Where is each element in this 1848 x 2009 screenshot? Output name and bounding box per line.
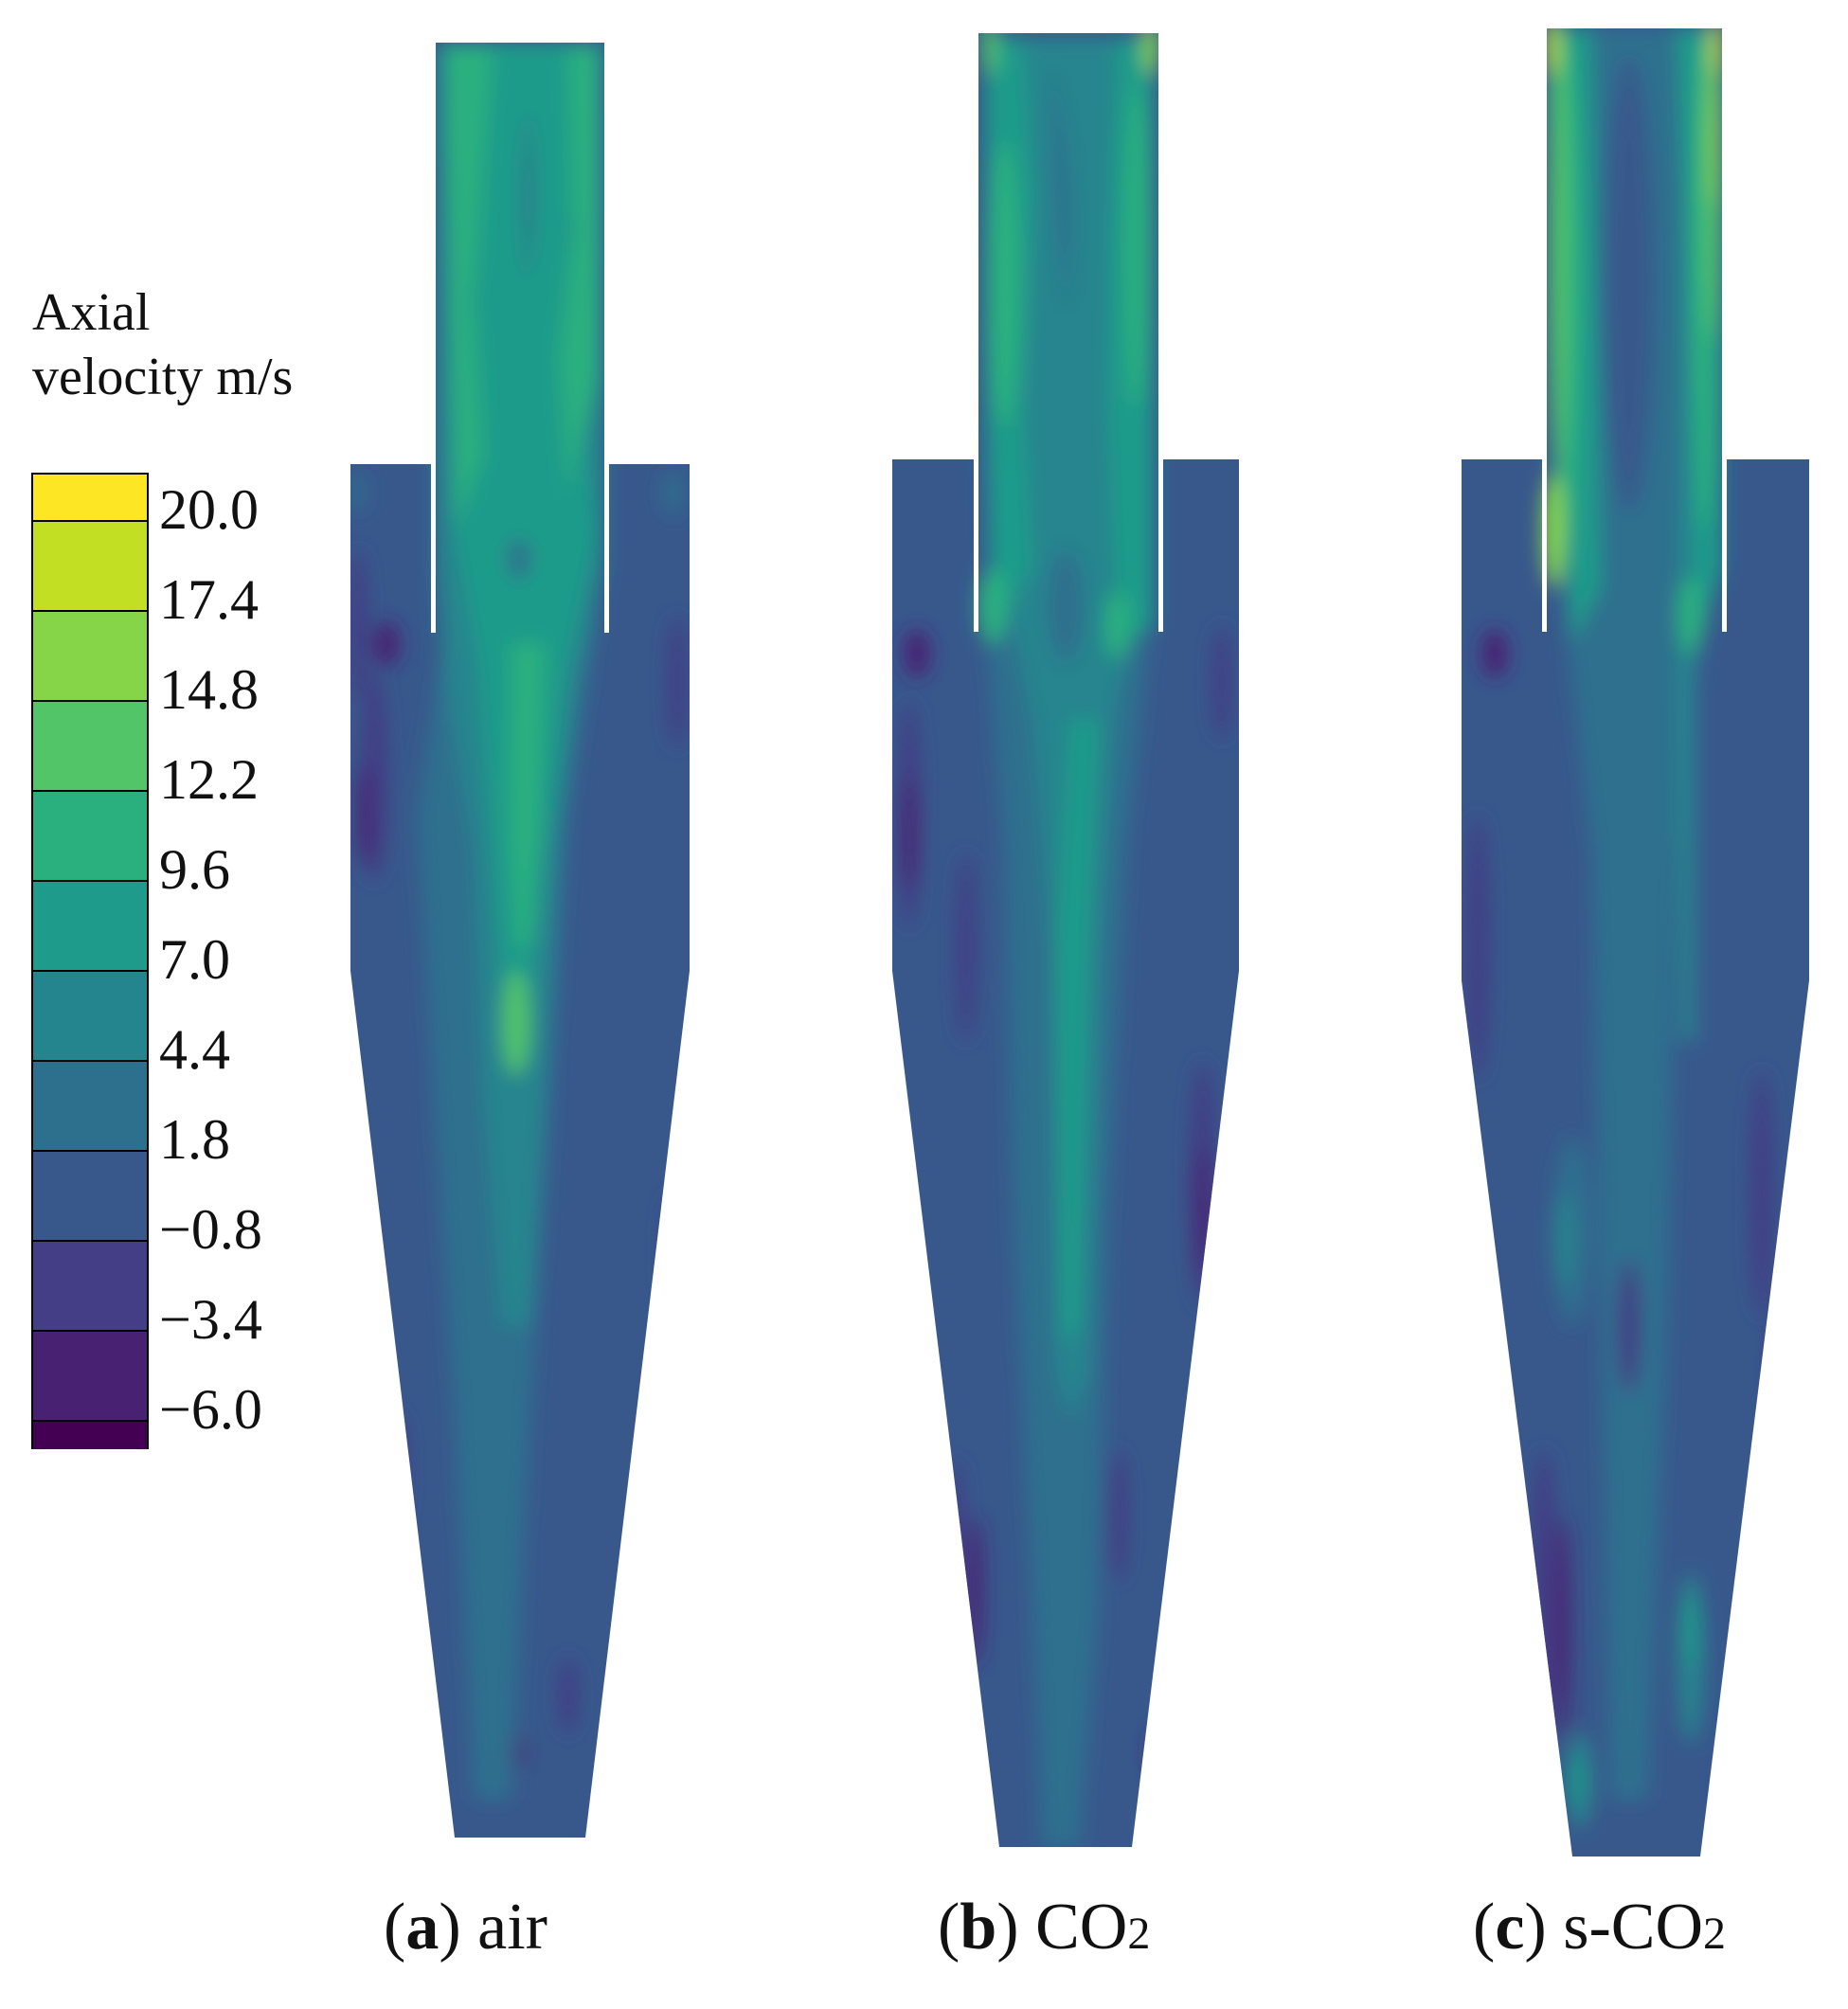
colorbar-segment: [32, 521, 148, 611]
panel-letter: a: [405, 1891, 440, 1964]
colorbar-tick-label: 9.6: [159, 838, 230, 901]
colorbar-segment: [32, 1421, 148, 1449]
colorbar-tick-label: 14.8: [159, 658, 259, 721]
panel-name: s-CO: [1563, 1891, 1703, 1964]
colorbar-tick-label: −6.0: [159, 1378, 262, 1441]
colorbar-tick-label: 1.8: [159, 1108, 230, 1171]
colorbar-tick-label: 7.0: [159, 928, 230, 991]
colorbar-segment: [32, 1331, 148, 1421]
colorbar-segment: [32, 791, 148, 881]
contour-panel-co2: [892, 33, 1239, 1847]
colorbar-segment: [32, 611, 148, 701]
panel-name: air: [477, 1891, 547, 1964]
panel-caption-co2: (b) CO2: [938, 1891, 1151, 1964]
colorbar-border: [31, 473, 149, 1449]
panel-subscript: 2: [1703, 1909, 1726, 1959]
colorbar-tick-label: 20.0: [159, 478, 259, 541]
panel-name: CO: [1035, 1891, 1128, 1964]
panel-letter: c: [1495, 1891, 1525, 1964]
colorbar-tick-label: −0.8: [159, 1198, 262, 1261]
colorbar-title-line1: Axial: [32, 283, 151, 342]
panel-caption-s-co2: (c) s-CO2: [1473, 1891, 1726, 1964]
colorbar-segment: [32, 1061, 148, 1151]
colorbar-title-line2: velocity m/s: [32, 348, 294, 406]
contour-panels: [350, 28, 1809, 1857]
colorbar: [31, 473, 149, 1449]
colorbar-segment: [32, 474, 148, 521]
panel-caption-air: (a) air: [384, 1891, 547, 1964]
panel-letter: b: [960, 1891, 997, 1964]
colorbar-tick-label: 4.4: [159, 1018, 230, 1081]
contour-panel-s-co2: [1462, 28, 1809, 1857]
colorbar-segment: [32, 701, 148, 791]
colorbar-segment: [32, 881, 148, 971]
colorbar-segment: [32, 971, 148, 1061]
colorbar-segment: [32, 1151, 148, 1241]
panel-subscript: 2: [1127, 1909, 1151, 1959]
colorbar-tick-label: −3.4: [159, 1288, 262, 1351]
colorbar-segment: [32, 1241, 148, 1331]
colorbar-title: Axial velocity m/s: [32, 280, 293, 409]
contour-panel-air: [350, 43, 690, 1838]
colorbar-tick-label: 17.4: [159, 568, 259, 631]
colorbar-tick-label: 12.2: [159, 748, 259, 811]
